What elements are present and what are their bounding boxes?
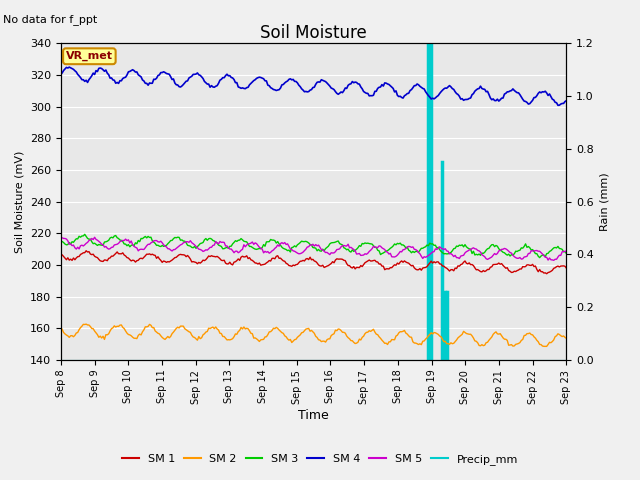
Y-axis label: Soil Moisture (mV): Soil Moisture (mV) (14, 150, 24, 253)
Y-axis label: Rain (mm): Rain (mm) (600, 172, 609, 231)
Legend: SM 1, SM 2, SM 3, SM 4, SM 5, Precip_mm: SM 1, SM 2, SM 3, SM 4, SM 5, Precip_mm (118, 450, 522, 469)
Text: VR_met: VR_met (66, 51, 113, 61)
Title: Soil Moisture: Soil Moisture (260, 24, 367, 42)
Text: No data for f_ppt: No data for f_ppt (3, 14, 97, 25)
X-axis label: Time: Time (298, 409, 329, 422)
